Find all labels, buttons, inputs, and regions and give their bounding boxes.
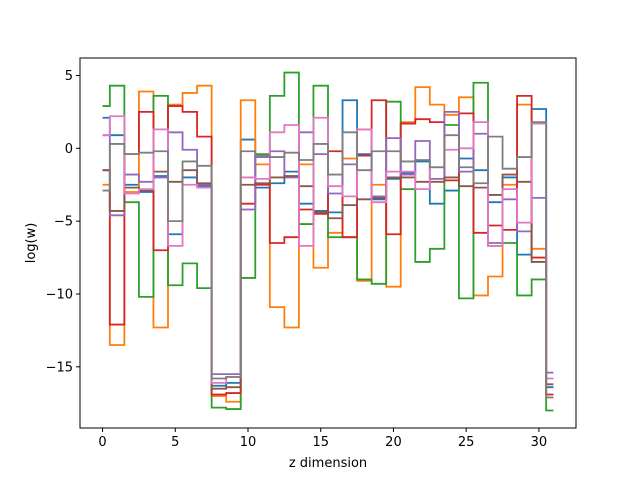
y-tick-label: 5 — [65, 69, 73, 84]
series-line-5 — [102, 111, 554, 375]
y-axis-label: log(w) — [24, 223, 39, 264]
x-tick-label: 10 — [240, 435, 257, 450]
x-tick-label: 20 — [385, 435, 402, 450]
series-line-2 — [102, 84, 554, 403]
series-line-3 — [102, 71, 554, 412]
x-tick-label: 5 — [171, 435, 179, 450]
x-tick-label: 25 — [458, 435, 475, 450]
axes-frame — [79, 57, 577, 429]
x-tick-label: 30 — [531, 435, 548, 450]
plot-lines — [102, 71, 554, 412]
y-axis-ticks: 5 0 −5 −10 −15 — [46, 69, 80, 375]
y-tick-label: 0 — [65, 142, 73, 157]
y-tick-label: −15 — [46, 360, 73, 375]
x-tick-label: 0 — [98, 435, 106, 450]
series-line-7 — [102, 115, 554, 384]
series-line-6 — [102, 169, 554, 390]
series-line-8 — [102, 121, 554, 399]
y-tick-label: −5 — [54, 215, 73, 230]
x-axis-label: z dimension — [289, 456, 367, 471]
x-axis-ticks: 0 5 10 15 20 25 30 — [98, 428, 547, 450]
y-tick-label: −10 — [46, 287, 73, 302]
x-tick-label: 15 — [312, 435, 329, 450]
